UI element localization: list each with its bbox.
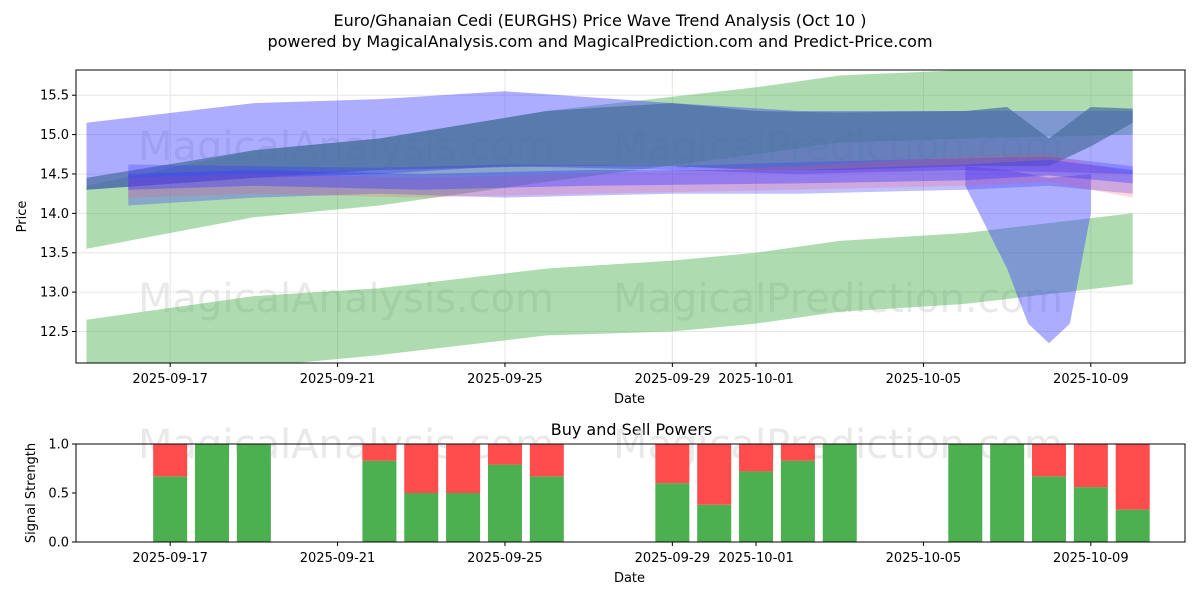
price-xtick-label: 2025-10-05 bbox=[886, 372, 962, 387]
sell-bar bbox=[1031, 444, 1066, 477]
buy-bar bbox=[236, 444, 271, 542]
blue-dip-band bbox=[965, 166, 1091, 344]
buy-bar bbox=[780, 460, 815, 542]
price-ytick-label: 12.5 bbox=[40, 325, 69, 340]
buy-bar bbox=[990, 444, 1025, 542]
watermark-mid: MagicalPrediction.com bbox=[613, 276, 1063, 322]
sell-bar bbox=[487, 444, 522, 465]
watermark-mid: MagicalAnalysis.com bbox=[138, 276, 554, 322]
buy-bar bbox=[655, 483, 690, 542]
buy-bar bbox=[487, 464, 522, 542]
dark-teal-band bbox=[86, 103, 1133, 190]
buy-bar bbox=[1115, 509, 1150, 542]
sell-bar bbox=[780, 444, 815, 461]
signal-xlabel: Date bbox=[614, 571, 645, 586]
sell-bar bbox=[1115, 444, 1150, 510]
signal-ytick-label: 0.5 bbox=[48, 487, 69, 502]
buy-bar bbox=[153, 476, 188, 542]
price-ytick-label: 13.5 bbox=[40, 246, 69, 261]
buy-bar bbox=[446, 493, 481, 542]
green-lower-band bbox=[86, 213, 1133, 363]
price-xtick-label: 2025-09-17 bbox=[132, 372, 208, 387]
sell-bar bbox=[446, 444, 481, 493]
signal-ytick-label: 1.0 bbox=[48, 438, 69, 453]
buy-bar bbox=[529, 476, 564, 542]
price-xlabel: Date bbox=[614, 392, 645, 407]
chart-title-line2: powered by MagicalAnalysis.com and Magic… bbox=[267, 32, 932, 51]
red-core-band bbox=[128, 154, 1133, 198]
buy-bar bbox=[195, 444, 230, 542]
sell-bar bbox=[739, 444, 774, 472]
price-xtick-label: 2025-10-01 bbox=[718, 372, 794, 387]
signal-xtick-label: 2025-09-21 bbox=[300, 551, 376, 566]
price-ytick-label: 15.5 bbox=[40, 89, 69, 104]
price-ytick-label: 14.0 bbox=[40, 207, 69, 222]
price-xtick-label: 2025-09-21 bbox=[300, 372, 376, 387]
signal-xtick-label: 2025-09-25 bbox=[467, 551, 543, 566]
price-ytick-label: 15.0 bbox=[40, 128, 69, 143]
price-xtick-label: 2025-10-09 bbox=[1053, 372, 1129, 387]
buy-bar bbox=[1031, 476, 1066, 542]
price-ylabel: Price bbox=[15, 201, 30, 233]
signal-ytick-label: 0.0 bbox=[48, 536, 69, 551]
buy-bar bbox=[1073, 487, 1108, 542]
buy-bar bbox=[404, 493, 439, 542]
price-axes-frame bbox=[75, 69, 1186, 364]
signal-xtick-label: 2025-09-17 bbox=[132, 551, 208, 566]
buy-bar bbox=[948, 444, 983, 542]
sell-bar bbox=[697, 444, 732, 505]
price-xtick-label: 2025-09-25 bbox=[467, 372, 543, 387]
signal-xtick-label: 2025-10-01 bbox=[718, 551, 794, 566]
price-panel: MagicalAnalysis.comMagicalAnalysis.comMa… bbox=[15, 69, 1186, 407]
signal-panel: Buy and Sell PowersMagicalAnalysis.comMa… bbox=[24, 420, 1186, 586]
buy-bar bbox=[362, 460, 397, 542]
sell-bar bbox=[529, 444, 564, 477]
signal-xtick-label: 2025-09-29 bbox=[635, 551, 711, 566]
sell-bar bbox=[655, 444, 690, 484]
price-ytick-label: 13.0 bbox=[40, 286, 69, 301]
buy-bar bbox=[822, 444, 857, 542]
price-xtick-label: 2025-09-29 bbox=[635, 372, 711, 387]
purple-core-band bbox=[128, 156, 1133, 206]
price-ytick-label: 14.5 bbox=[40, 167, 69, 182]
buy-bar bbox=[697, 504, 732, 542]
chart-title-line1: Euro/Ghanaian Cedi (EURGHS) Price Wave T… bbox=[334, 11, 867, 30]
blue-core-band bbox=[128, 159, 1133, 190]
sell-bar bbox=[404, 444, 439, 493]
sell-bar bbox=[362, 444, 397, 461]
signal-title: Buy and Sell Powers bbox=[551, 420, 713, 439]
signal-ylabel: Signal Strength bbox=[24, 443, 39, 543]
buy-bar bbox=[739, 471, 774, 542]
signal-xtick-label: 2025-10-05 bbox=[886, 551, 962, 566]
sell-bar bbox=[153, 444, 188, 477]
signal-xtick-label: 2025-10-09 bbox=[1053, 551, 1129, 566]
sell-bar bbox=[1073, 444, 1108, 488]
